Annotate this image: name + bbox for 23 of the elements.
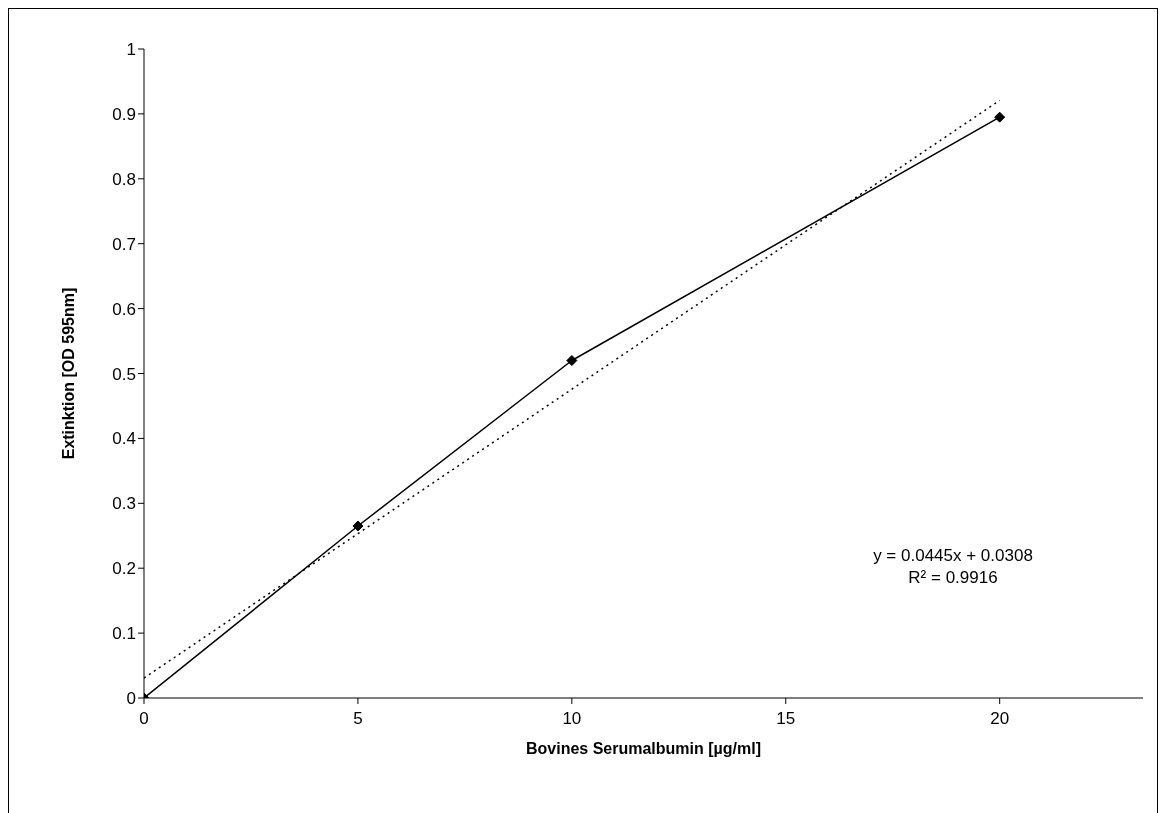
annotation: y = 0.0445x + 0.0308 (872, 545, 1034, 567)
x-tick-label: 10 (562, 709, 582, 729)
y-tick-label: 0.2 (112, 559, 136, 579)
x-tick-label: 20 (990, 709, 1010, 729)
y-tick-label: 1 (126, 40, 136, 60)
y-tick-label: 0 (126, 689, 136, 709)
y-tick-label: 0.1 (112, 624, 136, 644)
y-tick-label: 0.5 (112, 364, 136, 384)
point (994, 111, 1006, 123)
y-tick-label: 0.7 (112, 234, 136, 254)
y-tick-label: 0.3 (112, 494, 136, 514)
y-tick-label: 0.4 (112, 429, 136, 449)
point (566, 355, 578, 367)
x-axis-title: Bovines Serumalbumin [µg/ml] (525, 740, 762, 757)
y-tick-label: 0.6 (112, 299, 136, 319)
y-axis-title: Extinktion [OD 595nm] (59, 287, 77, 460)
x-tick-label: 0 (139, 709, 149, 729)
y-tick-label: 0.8 (112, 169, 136, 189)
x-tick-label: 5 (353, 709, 363, 729)
y-tick-label: 0.9 (112, 104, 136, 124)
point (352, 520, 364, 532)
x-tick-label: 15 (776, 709, 796, 729)
annotation: R² = 0.9916 (907, 567, 999, 589)
